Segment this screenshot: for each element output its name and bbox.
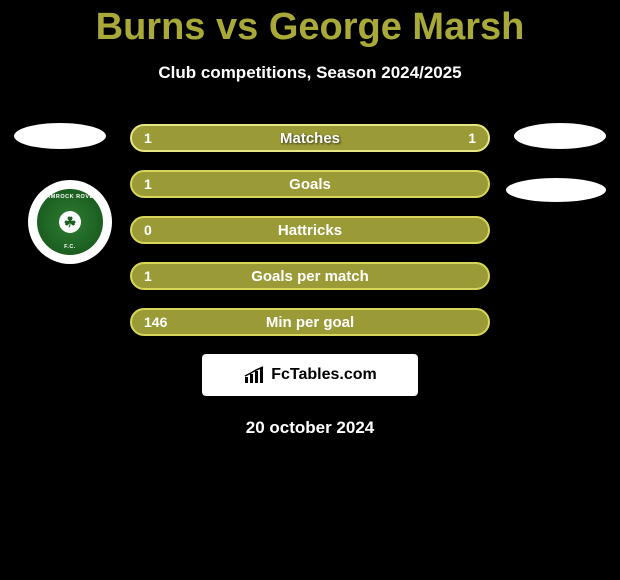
club-crest-inner: SHAMROCK ROVERS ☘ F.C.: [37, 189, 103, 255]
player-left-ellipse-1: [14, 123, 106, 149]
subtitle: Club competitions, Season 2024/2025: [0, 63, 620, 83]
stat-left-value: 1: [144, 130, 152, 146]
stat-label: Goals per match: [251, 268, 369, 285]
stat-left-value: 1: [144, 176, 152, 192]
crest-text-bottom: F.C.: [37, 244, 103, 250]
growth-bars-icon: [243, 365, 267, 385]
stat-label: Hattricks: [278, 222, 342, 239]
stat-label: Goals: [289, 176, 331, 193]
stat-label: Matches: [280, 130, 340, 147]
stat-row-hattricks: 0 Hattricks: [130, 216, 490, 244]
title-text: Burns vs George Marsh: [96, 6, 525, 48]
stat-label: Min per goal: [266, 314, 354, 331]
crest-text-top: SHAMROCK ROVERS: [37, 194, 103, 200]
shamrock-icon: ☘: [59, 211, 81, 233]
stat-row-goals: 1 Goals: [130, 170, 490, 198]
brand-badge: FcTables.com: [202, 354, 418, 396]
stats-panel: 1 Matches 1 1 Goals 0 Hattricks 1 Goals …: [130, 124, 490, 438]
stat-left-value: 0: [144, 222, 152, 238]
stat-right-value: 1: [468, 130, 476, 146]
player-right-ellipse-1: [514, 123, 606, 149]
stat-left-value: 146: [144, 314, 167, 330]
stat-row-mpg: 146 Min per goal: [130, 308, 490, 336]
club-crest-left: SHAMROCK ROVERS ☘ F.C.: [28, 180, 112, 264]
date-line: 20 october 2024: [130, 418, 490, 438]
stat-left-value: 1: [144, 268, 152, 284]
stat-row-matches: 1 Matches 1: [130, 124, 490, 152]
page-title: Burns vs George Marsh: [0, 6, 620, 49]
stat-row-gpm: 1 Goals per match: [130, 262, 490, 290]
brand-text: FcTables.com: [271, 366, 377, 384]
player-right-ellipse-2: [506, 178, 606, 202]
